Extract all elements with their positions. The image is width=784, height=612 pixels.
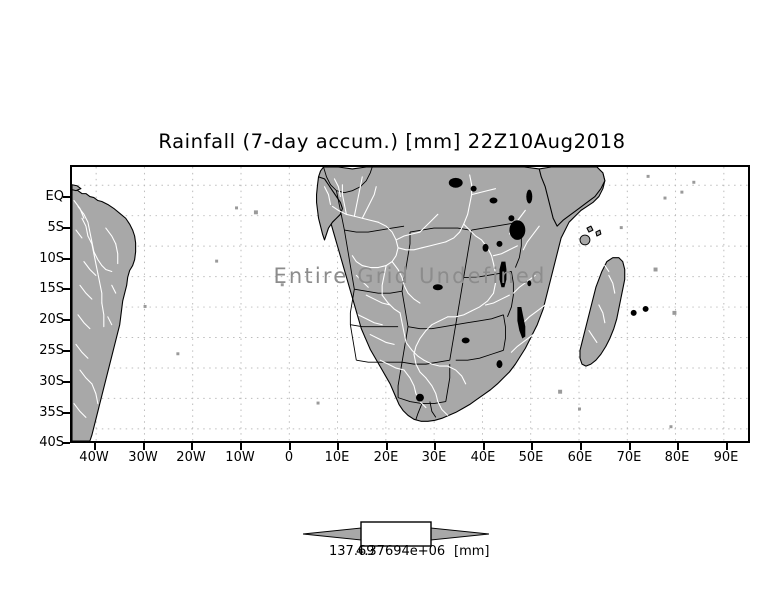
y-tick-mark bbox=[63, 258, 70, 260]
x-tick-mark bbox=[289, 443, 291, 450]
y-axis-label-20s: 20S bbox=[39, 312, 64, 327]
y-axis-label-5s: 5S bbox=[47, 220, 64, 235]
x-tick-mark bbox=[434, 443, 436, 450]
colorbar-max-label: 4.37694e+06 bbox=[356, 544, 446, 559]
y-axis-label-10s: 10S bbox=[39, 251, 64, 266]
x-axis-label-90e: 90E bbox=[713, 450, 739, 465]
y-tick-mark bbox=[63, 442, 70, 444]
x-axis-label-20e: 20E bbox=[373, 450, 399, 465]
x-tick-mark bbox=[143, 443, 145, 450]
x-axis-label-40w: 40W bbox=[79, 450, 109, 465]
y-axis-label-25s: 25S bbox=[39, 343, 64, 358]
x-axis-label-50e: 50E bbox=[518, 450, 544, 465]
y-tick-mark bbox=[63, 288, 70, 290]
y-axis-label-35s: 35S bbox=[39, 405, 64, 420]
x-tick-mark bbox=[726, 443, 728, 450]
y-tick-mark bbox=[63, 227, 70, 229]
x-axis-label-10e: 10E bbox=[324, 450, 350, 465]
x-tick-mark bbox=[531, 443, 533, 450]
colorbar-left-arrow bbox=[303, 527, 362, 541]
x-tick-mark bbox=[580, 443, 582, 450]
x-axis-label-0: 0 bbox=[284, 450, 294, 465]
x-tick-mark bbox=[386, 443, 388, 450]
x-axis-label-20w: 20W bbox=[176, 450, 206, 465]
y-axis-label-30s: 30S bbox=[39, 374, 64, 389]
y-axis-label-15s: 15S bbox=[39, 281, 64, 296]
x-tick-mark bbox=[240, 443, 242, 450]
x-tick-mark bbox=[337, 443, 339, 450]
map-plot-area[interactable]: .land { fill:#a8a8a8; stroke:#000000; st… bbox=[70, 165, 750, 443]
y-axis-label-eq: EQ bbox=[45, 189, 64, 204]
x-axis-label-30e: 30E bbox=[421, 450, 447, 465]
y-tick-mark bbox=[63, 319, 70, 321]
colorbar-band bbox=[360, 521, 432, 547]
small-islands bbox=[143, 174, 696, 429]
page-title: Rainfall (7-day accum.) [mm] 22Z10Aug201… bbox=[158, 130, 626, 153]
landmass-africa bbox=[316, 167, 606, 422]
x-tick-mark bbox=[677, 443, 679, 450]
x-axis-label-80e: 80E bbox=[664, 450, 690, 465]
x-tick-mark bbox=[483, 443, 485, 450]
x-axis-label-30w: 30W bbox=[128, 450, 158, 465]
landmass-south-america bbox=[72, 184, 137, 441]
rivers bbox=[323, 174, 546, 416]
x-tick-mark bbox=[191, 443, 193, 450]
colorbar-unit-label: [mm] bbox=[454, 544, 490, 559]
y-tick-mark bbox=[63, 350, 70, 352]
y-axis-label-40s: 40S bbox=[39, 435, 64, 450]
map-canvas: .land { fill:#a8a8a8; stroke:#000000; st… bbox=[72, 167, 748, 441]
x-tick-mark bbox=[629, 443, 631, 450]
colorbar-min-label: 137.69 bbox=[329, 544, 375, 559]
x-axis-label-40e: 40E bbox=[470, 450, 496, 465]
colorbar[interactable] bbox=[303, 519, 489, 549]
y-tick-mark bbox=[63, 196, 70, 198]
colorbar-labels: 137.69 4.37694e+06 [mm] bbox=[243, 544, 543, 562]
landmass-madagascar bbox=[579, 257, 626, 367]
x-axis-label-60e: 60E bbox=[567, 450, 593, 465]
x-axis-label-10w: 10W bbox=[225, 450, 255, 465]
y-tick-mark bbox=[63, 381, 70, 383]
lakes bbox=[415, 177, 533, 402]
colorbar-graphic bbox=[303, 521, 489, 547]
country-borders bbox=[323, 167, 522, 420]
y-tick-mark bbox=[63, 412, 70, 414]
x-axis-label-70e: 70E bbox=[616, 450, 642, 465]
colorbar-right-arrow bbox=[430, 527, 489, 541]
x-tick-mark bbox=[94, 443, 96, 450]
